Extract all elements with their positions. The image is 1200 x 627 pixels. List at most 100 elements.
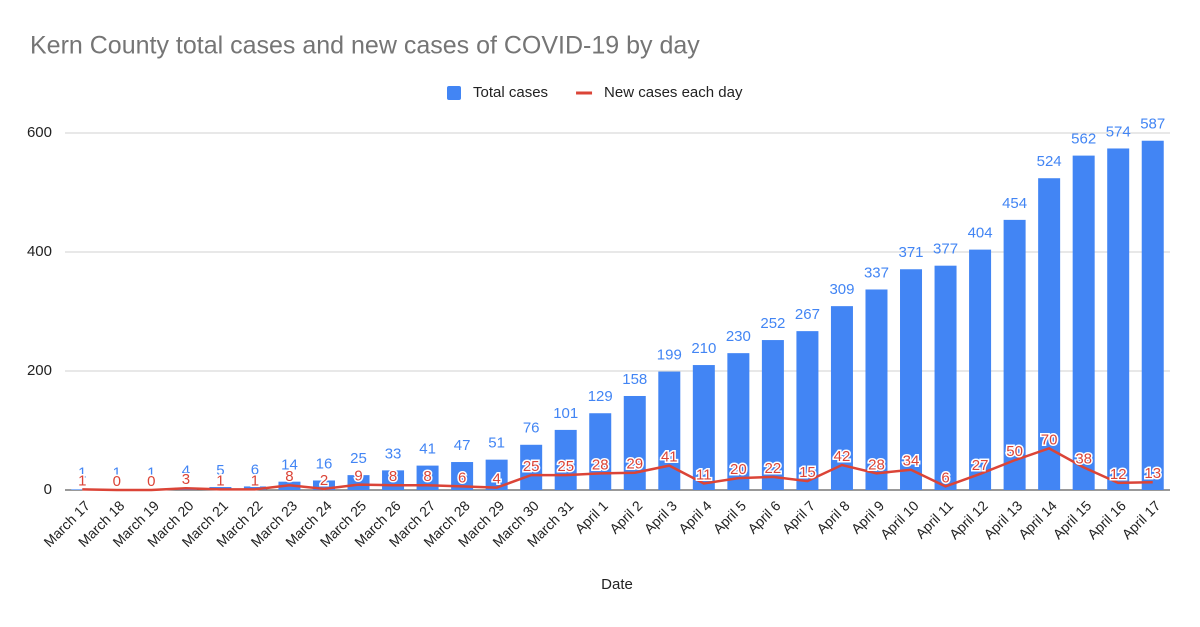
line-value-label: 2 bbox=[320, 472, 328, 489]
bar bbox=[1038, 178, 1061, 490]
bar-value-label: 210 bbox=[691, 340, 716, 357]
bar bbox=[796, 331, 819, 490]
bar bbox=[658, 371, 681, 490]
line-value-label: 25 bbox=[557, 458, 574, 475]
bar-value-label: 267 bbox=[795, 306, 820, 323]
bar-value-label: 404 bbox=[968, 225, 993, 242]
line-value-label: 8 bbox=[389, 468, 397, 485]
bar-value-label: 14 bbox=[281, 457, 298, 474]
bar-value-label: 129 bbox=[588, 388, 613, 405]
line-value-label: 41 bbox=[661, 449, 678, 466]
bar-value-label: 574 bbox=[1106, 123, 1131, 140]
legend: Total cases New cases each day bbox=[447, 84, 743, 101]
bar-value-label: 6 bbox=[251, 461, 259, 478]
bar-value-label: 199 bbox=[657, 347, 682, 364]
x-tick-label: April 2 bbox=[606, 497, 646, 537]
x-tick-label: April 4 bbox=[675, 497, 715, 537]
line-value-label: 0 bbox=[147, 473, 155, 490]
line-value-label: 12 bbox=[1110, 466, 1127, 483]
bar-value-label: 524 bbox=[1037, 153, 1062, 170]
bar bbox=[830, 306, 853, 490]
line-value-label: 50 bbox=[1006, 443, 1023, 460]
x-tick-label: April 1 bbox=[572, 497, 612, 537]
bar bbox=[485, 459, 508, 490]
bar bbox=[520, 444, 543, 490]
legend-label: New cases each day bbox=[604, 84, 743, 101]
line-value-label: 34 bbox=[903, 453, 920, 470]
bar-value-label: 4 bbox=[182, 463, 190, 480]
bar-value-label: 101 bbox=[553, 405, 578, 422]
line-value-label: 11 bbox=[696, 466, 712, 483]
bar-value-label: 230 bbox=[726, 328, 751, 345]
bar bbox=[969, 249, 992, 490]
bar bbox=[416, 465, 439, 490]
bar-value-label: 1 bbox=[78, 464, 86, 481]
bar bbox=[1141, 140, 1164, 491]
line-value-label: 0 bbox=[113, 473, 121, 490]
line-value-label: 42 bbox=[834, 448, 851, 465]
x-axis-label: Date bbox=[601, 576, 633, 593]
line-value-label: 27 bbox=[972, 457, 989, 474]
x-tick-label: April 3 bbox=[641, 497, 681, 537]
bar-value-label: 587 bbox=[1140, 116, 1165, 133]
line-value-label: 9 bbox=[354, 468, 362, 485]
line-value-label: 6 bbox=[458, 469, 466, 486]
legend-swatch bbox=[447, 86, 461, 100]
bar-value-label: 33 bbox=[385, 445, 402, 462]
bar bbox=[900, 269, 923, 490]
bar-value-label: 51 bbox=[488, 435, 505, 452]
bar bbox=[865, 289, 888, 490]
bar bbox=[1003, 219, 1026, 490]
line-value-label: 29 bbox=[626, 456, 643, 473]
line-value-label: 3 bbox=[182, 471, 190, 488]
line-value-label: 6 bbox=[941, 469, 949, 486]
bar-value-label: 25 bbox=[350, 450, 367, 467]
bar bbox=[934, 265, 957, 490]
bar bbox=[727, 353, 750, 490]
line-value-label: 38 bbox=[1075, 450, 1092, 467]
x-tick-label: April 10 bbox=[877, 497, 922, 542]
line-value-label: 8 bbox=[423, 468, 431, 485]
line-value-label: 20 bbox=[730, 461, 747, 478]
line-value-label: 1 bbox=[78, 472, 86, 489]
line bbox=[82, 446, 1153, 492]
line-value-label: 70 bbox=[1041, 431, 1058, 448]
line-value-label: 1 bbox=[216, 472, 224, 489]
bar-value-label: 5 bbox=[216, 462, 224, 479]
bar-value-label: 1 bbox=[113, 464, 121, 481]
bar-value-label: 562 bbox=[1071, 131, 1096, 148]
x-tick-label: April 6 bbox=[744, 497, 784, 537]
bar bbox=[761, 340, 784, 490]
bar-value-label: 337 bbox=[864, 264, 889, 281]
line-value-label: 28 bbox=[592, 456, 609, 473]
bar-value-label: 252 bbox=[760, 315, 785, 332]
bar bbox=[1072, 155, 1095, 491]
line-value-label: 13 bbox=[1144, 465, 1161, 482]
bar bbox=[312, 480, 335, 490]
legend-label: Total cases bbox=[473, 84, 548, 101]
bar-value-label: 16 bbox=[316, 455, 333, 472]
y-tick-label: 600 bbox=[27, 124, 52, 141]
line-value-label: 22 bbox=[765, 460, 782, 477]
x-tick-label: April 8 bbox=[813, 497, 853, 537]
bar-value-label: 454 bbox=[1002, 195, 1027, 212]
line-value-label: 25 bbox=[523, 458, 540, 475]
bar bbox=[1107, 148, 1130, 490]
x-tick-label: April 7 bbox=[779, 497, 819, 537]
line-value-label: 15 bbox=[799, 464, 816, 481]
bar-value-label: 47 bbox=[454, 437, 471, 454]
bar-value-label: 1 bbox=[147, 464, 155, 481]
bar bbox=[692, 365, 715, 490]
bar bbox=[623, 395, 646, 490]
line-value-label: 4 bbox=[492, 471, 500, 488]
y-tick-label: 400 bbox=[27, 243, 52, 260]
chart-title: Kern County total cases and new cases of… bbox=[30, 32, 700, 60]
line-value-label: 8 bbox=[285, 468, 293, 485]
line-value-label: 1 bbox=[251, 472, 259, 489]
x-tick-label: April 5 bbox=[710, 497, 750, 537]
bar-value-label: 41 bbox=[419, 441, 436, 458]
bar bbox=[451, 462, 474, 490]
x-tick-label: April 17 bbox=[1119, 497, 1164, 542]
